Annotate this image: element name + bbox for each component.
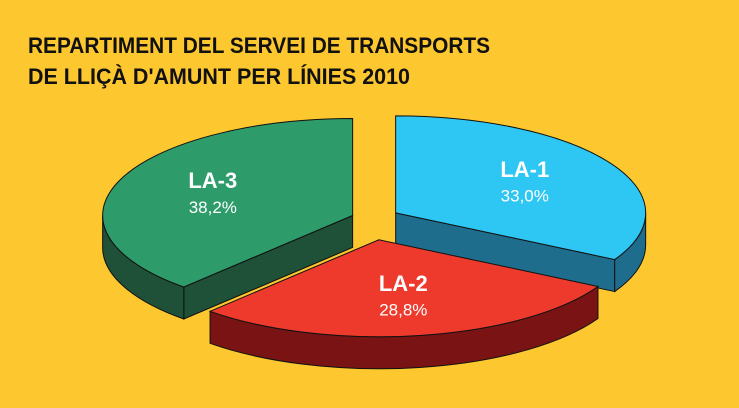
pie-slice [395, 115, 647, 261]
slice-value-label: 28,8% [379, 301, 427, 320]
slice-value-label: 38,2% [189, 198, 237, 217]
slice-label: LA-3 [188, 168, 237, 193]
pie-slice [208, 239, 600, 338]
chart-title: DE LLIÇÀ D'AMUNT PER LÍNIES 2010 [28, 64, 410, 89]
pie-slice [102, 117, 354, 288]
slice-value-label: 33,0% [501, 187, 549, 206]
slice-label: LA-1 [500, 157, 549, 182]
slice-label: LA-2 [379, 271, 428, 296]
chart-title: REPARTIMENT DEL SERVEI DE TRANSPORTS [28, 33, 490, 58]
